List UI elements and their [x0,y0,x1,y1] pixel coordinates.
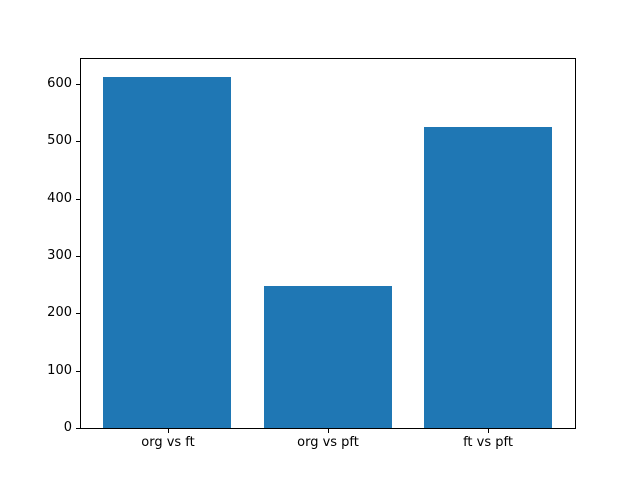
x-tick-mark [168,429,169,433]
y-tick-mark [76,313,80,314]
y-tick-label: 100 [47,363,72,378]
y-tick-label: 400 [47,191,72,206]
bar-ft-vs-pft [424,127,552,428]
y-tick-mark [76,428,80,429]
x-tick-mark [328,429,329,433]
plot-area [80,58,576,429]
y-tick-label: 600 [47,76,72,91]
y-tick-mark [76,141,80,142]
y-tick-label: 300 [47,248,72,263]
x-tick-mark [488,429,489,433]
bar-org-vs-pft [264,286,392,428]
y-tick-mark [76,371,80,372]
y-tick-mark [76,84,80,85]
y-tick-mark [76,256,80,257]
bar-org-vs-ft [103,77,231,428]
y-tick-label: 0 [63,420,72,435]
y-tick-label: 500 [47,133,72,148]
x-tick-label: org vs pft [297,435,359,450]
x-tick-label: org vs ft [141,435,195,450]
x-tick-label: ft vs pft [463,435,513,450]
y-tick-label: 200 [47,305,72,320]
y-tick-mark [76,199,80,200]
